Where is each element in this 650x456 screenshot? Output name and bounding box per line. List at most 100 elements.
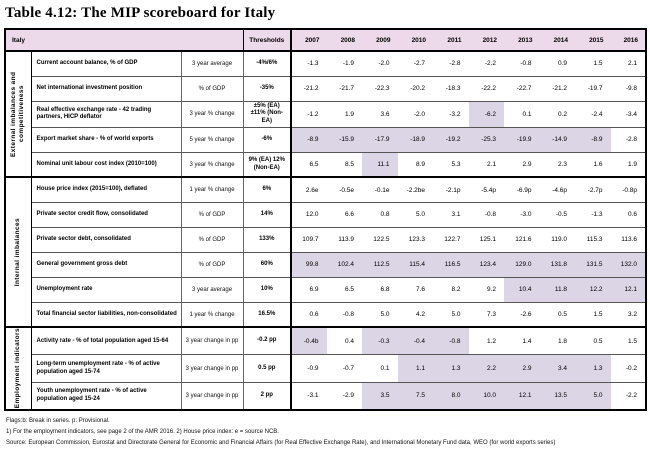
- value-cell: -21.7: [326, 75, 363, 101]
- value-cell: -19.9: [504, 126, 540, 153]
- value-cell: 115.3: [575, 226, 611, 253]
- header-year: 2009: [362, 29, 398, 52]
- table-header-row: Italy Thresholds 2007 2008 2009 2010 2011 201…: [5, 29, 647, 52]
- value-cell: 0.9: [539, 50, 576, 76]
- indicator-name: General government gross debt: [30, 251, 182, 278]
- indicator-name: Export market share - % of world exports: [30, 126, 182, 153]
- value-cell: -0.8: [504, 50, 540, 76]
- value-cell: -0.8: [433, 326, 469, 355]
- value-cell: 2.9: [504, 151, 540, 178]
- indicator-name: Youth unemployment rate - % of active po…: [30, 381, 182, 410]
- threshold-value: -35%: [243, 75, 293, 101]
- value-cell: 6.9: [291, 276, 327, 303]
- indicator-row: General government gross debt% of GDP 60%…: [5, 251, 647, 278]
- footnote-line: 1) For the employment indicators, see pa…: [6, 429, 279, 436]
- stat-basis: % of GDP: [181, 201, 244, 228]
- value-cell: 1.6: [575, 151, 611, 178]
- value-cell: -2.7p: [575, 176, 611, 203]
- indicator-row: Export market share - % of world exports…: [5, 126, 647, 153]
- value-cell: -19.2: [433, 126, 469, 153]
- header-year: 2010: [397, 29, 434, 52]
- indicator-name: Net international investment position: [30, 75, 182, 101]
- header-region-label: Italy: [5, 29, 244, 52]
- indicator-name: Unemployment rate: [30, 276, 182, 303]
- indicator-row: Employment indicators Activity rate - % o…: [5, 326, 647, 410]
- header-year: 2012: [468, 29, 505, 52]
- value-cell: -2.2: [468, 50, 505, 76]
- value-cell: 125.1: [468, 226, 505, 253]
- stat-basis: 3 year average: [181, 50, 244, 76]
- value-cell: 12.1: [610, 276, 647, 303]
- value-cell: 7.5: [397, 381, 434, 410]
- stat-basis: % of GDP: [181, 226, 244, 253]
- value-cell: 121.6: [504, 226, 540, 253]
- threshold-value: 14%: [243, 201, 293, 228]
- value-cell: 119.0: [539, 226, 576, 253]
- value-cell: 2.9: [504, 354, 540, 383]
- value-cell: -21.2: [291, 75, 327, 101]
- value-cell: 5.0: [362, 301, 398, 328]
- value-cell: 2.1: [610, 50, 647, 76]
- value-cell: 6.8: [362, 276, 398, 303]
- threshold-value: 133%: [243, 226, 293, 253]
- threshold-value: 16.5%: [243, 301, 293, 328]
- value-cell: 0.4: [326, 326, 363, 355]
- header-thresholds-label: Thresholds: [242, 29, 293, 52]
- value-cell: -1.3: [575, 201, 611, 228]
- value-cell: 5.0: [397, 201, 434, 228]
- value-cell: -6.2: [468, 100, 505, 128]
- value-cell: 116.5: [433, 251, 469, 278]
- indicator-row: Nominal unit labour cost index (2010=100…: [5, 151, 647, 178]
- indicator-name: Real effective exchange rate - 42 tradin…: [30, 100, 182, 128]
- header-year: 2013: [504, 29, 540, 52]
- value-cell: -0.5: [539, 201, 576, 228]
- value-cell: -15.9: [326, 126, 363, 153]
- value-cell: 1.5: [575, 50, 611, 76]
- value-cell: 1.5: [575, 301, 611, 328]
- value-cell: 131.8: [539, 251, 576, 278]
- value-cell: -2.2: [610, 381, 647, 410]
- value-cell: 0.6: [610, 201, 647, 228]
- value-cell: 0.5: [539, 301, 576, 328]
- value-cell: -2.4: [575, 100, 611, 128]
- value-cell: 12.1: [504, 381, 540, 410]
- group-label-cell: Employment indicators: [5, 326, 32, 410]
- indicator-row: Long-term unemployment rate - % of activ…: [5, 354, 647, 383]
- value-cell: -3.2: [433, 100, 469, 128]
- value-cell: 1.5: [610, 326, 647, 355]
- value-cell: 13.5: [539, 381, 576, 410]
- indicator-name: House price index (2015=100), deflated: [30, 176, 182, 203]
- indicator-row: Total financial sector liabilities, non-…: [5, 301, 647, 328]
- value-cell: 12.0: [291, 201, 327, 228]
- value-cell: 2.3: [539, 151, 576, 178]
- value-cell: 2.2: [468, 354, 505, 383]
- threshold-value: 60%: [243, 251, 293, 278]
- value-cell: -2.7: [397, 50, 434, 76]
- indicator-name: Private sector credit flow, consolidated: [30, 201, 182, 228]
- value-cell: -3.0: [504, 201, 540, 228]
- indicator-row: Private sector credit flow, consolidated…: [5, 201, 647, 228]
- value-cell: -22.3: [362, 75, 398, 101]
- threshold-value: 0.5 pp: [243, 354, 293, 383]
- indicator-name: Private sector debt, consolidated: [30, 226, 182, 253]
- indicator-name: Activity rate - % of total population ag…: [30, 326, 182, 355]
- value-cell: -18.3: [433, 75, 469, 101]
- value-cell: -2.9: [326, 381, 363, 410]
- value-cell: -8.9: [291, 126, 327, 153]
- value-cell: 2.6e: [291, 176, 327, 203]
- indicator-row: External imbalances and competitiveness C…: [5, 50, 647, 178]
- value-cell: -5.4p: [468, 176, 505, 203]
- value-cell: -22.7: [504, 75, 540, 101]
- value-cell: 0.1: [504, 100, 540, 128]
- value-cell: -21.2: [539, 75, 576, 101]
- value-cell: 1.3: [433, 354, 469, 383]
- value-cell: -2.0: [397, 100, 434, 128]
- group-label: Internal imbalances: [14, 218, 22, 287]
- value-cell: 0.8: [362, 201, 398, 228]
- value-cell: -2.0: [362, 50, 398, 76]
- value-cell: 5.0: [433, 301, 469, 328]
- value-cell: -20.2: [397, 75, 434, 101]
- stat-basis: % of GDP: [181, 75, 244, 101]
- value-cell: 132.0: [610, 251, 647, 278]
